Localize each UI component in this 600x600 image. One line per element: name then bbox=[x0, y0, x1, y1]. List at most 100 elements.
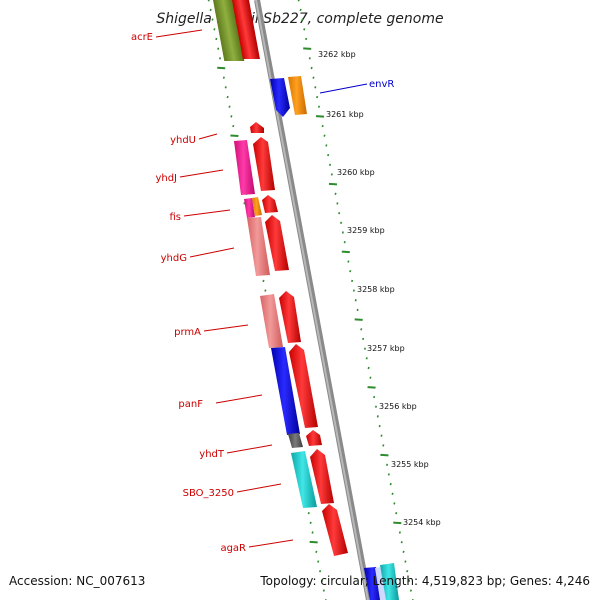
gene-fis-orange[interactable] bbox=[252, 197, 262, 216]
kbp-label: 3260 kbp bbox=[337, 168, 375, 177]
gene-yhdT-forward[interactable] bbox=[306, 430, 322, 446]
gene-panF-forward[interactable] bbox=[289, 344, 318, 428]
minor-tick bbox=[209, 8, 212, 12]
minor-tick bbox=[311, 531, 314, 534]
gene-bottom-cyan[interactable] bbox=[380, 563, 399, 600]
gene-yhdT[interactable] bbox=[288, 433, 303, 448]
gene-fis[interactable] bbox=[244, 198, 255, 218]
minor-tick bbox=[321, 124, 324, 128]
minor-tick bbox=[312, 76, 315, 79]
gene-acrE[interactable] bbox=[212, 0, 245, 61]
gene-label-prma[interactable]: prmA bbox=[174, 327, 201, 338]
minor-tick bbox=[347, 260, 350, 263]
kbp-label: 3261 kbp bbox=[326, 110, 364, 119]
minor-tick bbox=[222, 76, 225, 79]
minor-tick bbox=[360, 328, 363, 331]
minor-tick bbox=[373, 395, 376, 399]
minor-tick bbox=[219, 57, 222, 60]
major-tick bbox=[303, 47, 312, 50]
gene-label-fis[interactable]: fis bbox=[169, 212, 181, 223]
gene-label-agar[interactable]: agaR bbox=[220, 543, 246, 554]
leader-line bbox=[248, 539, 294, 548]
minor-tick bbox=[378, 424, 381, 428]
minor-tick bbox=[228, 105, 231, 108]
leader-line bbox=[236, 483, 282, 493]
minor-tick bbox=[409, 589, 412, 592]
minor-tick bbox=[341, 231, 344, 234]
major-tick bbox=[230, 134, 239, 137]
leader-line bbox=[183, 209, 231, 217]
gene-agaR[interactable] bbox=[322, 504, 348, 556]
minor-tick bbox=[402, 550, 405, 554]
gene-acrE-partner[interactable] bbox=[231, 0, 260, 59]
minor-tick bbox=[315, 550, 318, 554]
minor-tick bbox=[343, 240, 346, 244]
gene-panF[interactable] bbox=[271, 347, 300, 435]
minor-tick bbox=[320, 579, 324, 583]
leader-line bbox=[319, 83, 368, 94]
minor-tick bbox=[230, 115, 233, 118]
minor-tick bbox=[387, 473, 390, 476]
gene-label-sbo-3250[interactable]: SBO_3250 bbox=[183, 488, 234, 499]
gene-label-yhdg[interactable]: yhdG bbox=[161, 253, 187, 264]
minor-tick bbox=[211, 18, 214, 21]
major-tick bbox=[380, 453, 389, 457]
gene-SBO_3250-forward[interactable] bbox=[310, 449, 334, 504]
major-tick bbox=[367, 386, 376, 389]
gene-SBO_3250[interactable] bbox=[291, 451, 317, 508]
gene-label-yhdt[interactable]: yhdT bbox=[199, 449, 225, 460]
minor-tick bbox=[380, 434, 383, 437]
gene-yhdJ-forward[interactable] bbox=[253, 137, 275, 191]
minor-tick bbox=[363, 347, 367, 350]
topology-footer: Topology: circular; Length: 4,519,823 bp… bbox=[260, 574, 590, 588]
gene-label-yhdj[interactable]: yhdJ bbox=[155, 173, 177, 184]
minor-tick bbox=[352, 289, 355, 292]
gene-label-panf[interactable]: panF bbox=[178, 399, 203, 410]
minor-tick bbox=[406, 570, 409, 573]
minor-tick bbox=[264, 289, 267, 292]
gene-yhdJ[interactable] bbox=[234, 140, 255, 195]
gene-envR-orange[interactable] bbox=[288, 76, 307, 115]
minor-tick bbox=[330, 173, 333, 176]
gene-yhdG-forward[interactable] bbox=[265, 215, 289, 271]
leader-line bbox=[189, 247, 235, 258]
minor-tick bbox=[328, 163, 332, 166]
minor-tick bbox=[349, 270, 352, 273]
minor-tick bbox=[317, 105, 321, 108]
gene-fis-forward[interactable] bbox=[262, 195, 278, 213]
minor-tick bbox=[400, 540, 403, 544]
leader-line bbox=[155, 29, 203, 38]
kbp-label: 3254 kbp bbox=[403, 518, 441, 527]
minor-tick bbox=[224, 86, 227, 89]
gene-label-yhdu[interactable]: yhdU bbox=[170, 135, 196, 146]
minor-tick bbox=[389, 482, 392, 486]
minor-tick bbox=[382, 444, 385, 447]
gene-label-envr[interactable]: envR bbox=[369, 79, 394, 90]
minor-tick bbox=[310, 66, 313, 70]
minor-tick bbox=[299, 8, 302, 12]
minor-tick bbox=[367, 366, 370, 370]
minor-tick bbox=[232, 124, 235, 128]
gene-yhdU[interactable] bbox=[250, 122, 264, 133]
minor-tick bbox=[301, 18, 304, 21]
map-title: Shigella boydii Sb227, complete genome bbox=[156, 11, 443, 27]
minor-tick bbox=[365, 357, 368, 360]
minor-tick bbox=[351, 279, 354, 283]
leader-line bbox=[198, 133, 218, 140]
gene-prmA-forward[interactable] bbox=[279, 291, 301, 343]
gene-prmA[interactable] bbox=[260, 294, 283, 348]
gene-envR[interactable] bbox=[270, 78, 290, 117]
gene-yhdG[interactable] bbox=[247, 217, 270, 276]
kbp-label: 3256 kbp bbox=[379, 402, 417, 411]
major-tick bbox=[393, 521, 402, 525]
minor-tick bbox=[213, 28, 216, 31]
minor-tick bbox=[314, 86, 317, 89]
minor-tick bbox=[393, 502, 396, 505]
minor-tick bbox=[408, 579, 411, 583]
kbp-label: 3257 kbp bbox=[367, 344, 405, 353]
leader-line bbox=[203, 324, 249, 332]
kbp-label-layer: 3262 kbp 3261 kbp 3260 kbp 3259 kbp 3258 kbp… bbox=[318, 50, 441, 527]
gene-label-acre[interactable]: acrE bbox=[131, 32, 153, 43]
minor-tick bbox=[336, 202, 339, 205]
